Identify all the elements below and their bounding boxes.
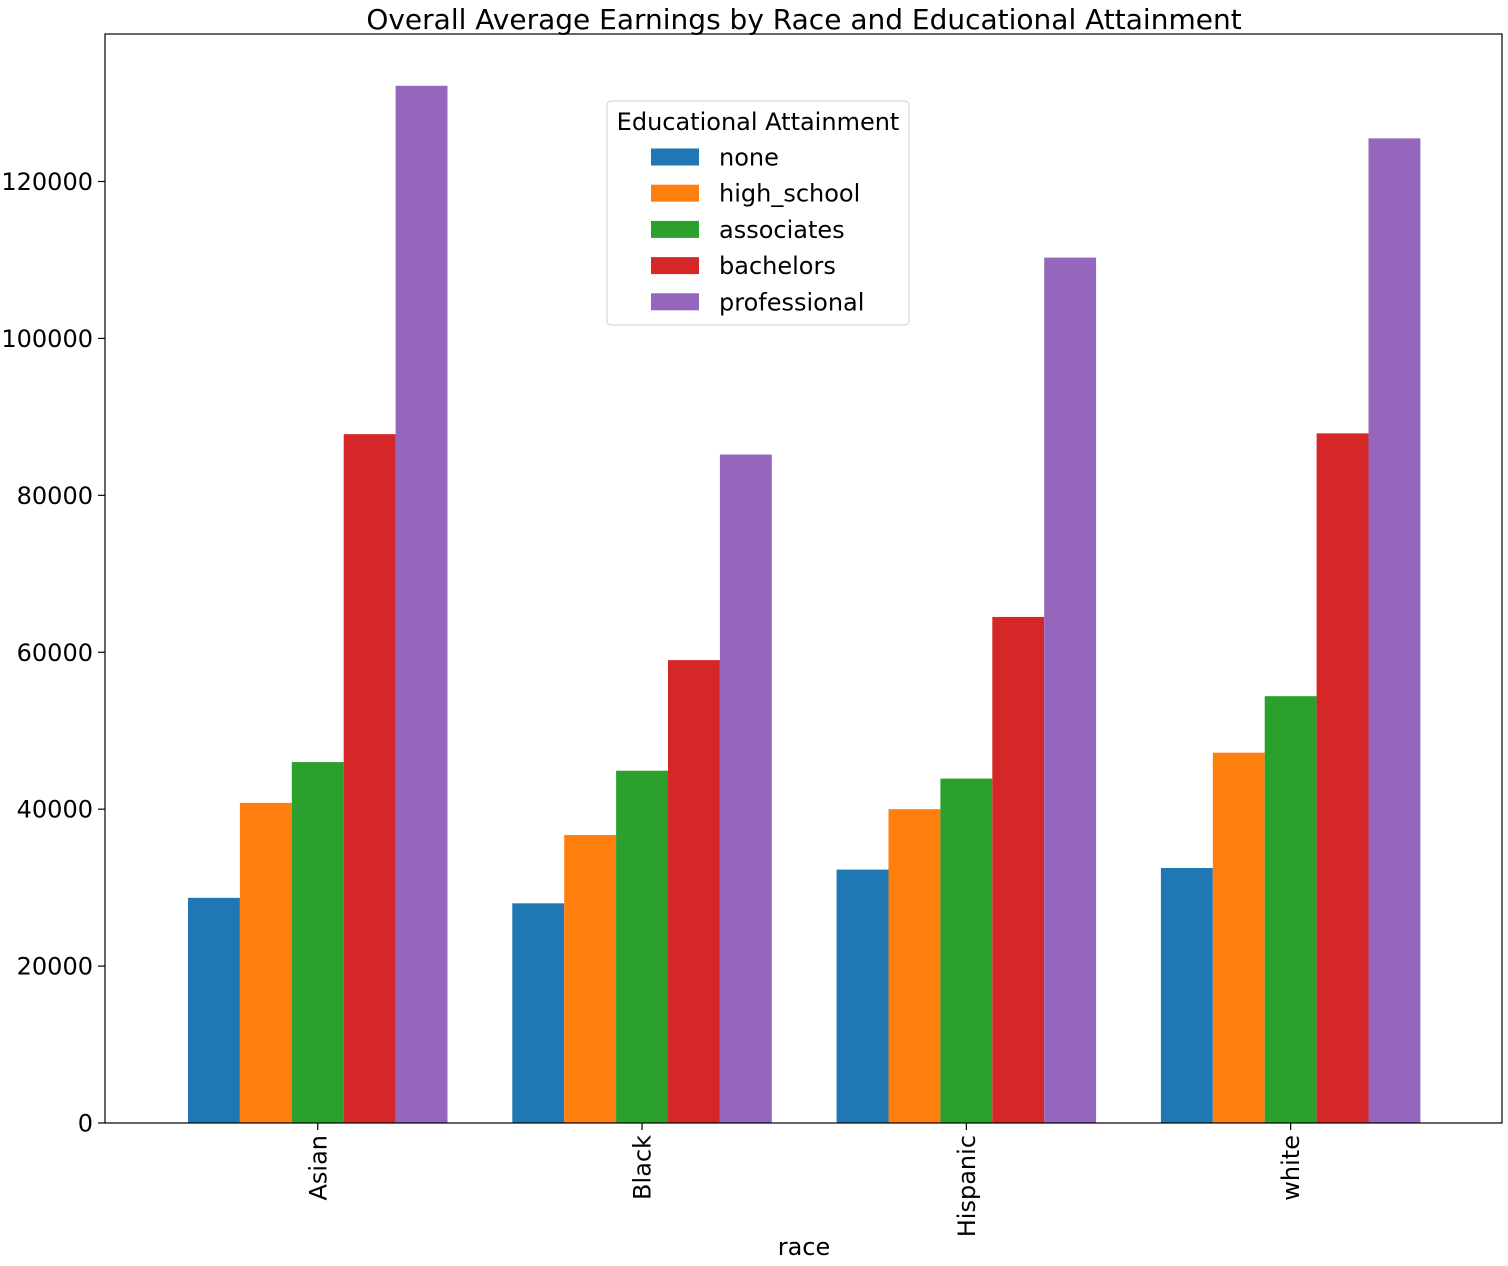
legend-swatch-high-school [651, 184, 699, 202]
legend-items: none high_school associates bachelors profes… [651, 144, 864, 316]
bar-black-associates [616, 770, 668, 1123]
legend-swatch-none [651, 148, 699, 166]
legend-swatch-professional [651, 293, 699, 311]
bar-white-bachelors [1316, 433, 1369, 1124]
x-tick-label: white [1277, 1135, 1305, 1201]
legend-label-professional: professional [719, 288, 864, 316]
legend-swatch-bachelors [651, 257, 699, 275]
chart-title: Overall Average Earnings by Race and Edu… [366, 3, 1241, 36]
bars-group [188, 85, 1421, 1124]
bar-hispanic-professional [1044, 257, 1097, 1123]
y-tick-label: 120000 [1, 168, 93, 196]
y-tick-label: 40000 [17, 796, 93, 824]
bar-black-professional [719, 454, 772, 1123]
y-tick-label: 0 [78, 1110, 93, 1138]
bar-asian-associates [291, 762, 344, 1123]
bar-black-high-school [564, 835, 617, 1123]
bar-white-high-school [1212, 752, 1265, 1123]
bar-white-professional [1368, 138, 1421, 1124]
legend-label-associates: associates [719, 216, 845, 244]
x-tick-label: Hispanic [953, 1135, 981, 1237]
legend-title: Educational Attainment [617, 108, 900, 136]
bar-hispanic-associates [940, 778, 993, 1123]
bar-black-none [512, 903, 565, 1123]
bar-hispanic-high-school [888, 809, 941, 1123]
bar-white-none [1160, 868, 1213, 1123]
legend-label-high-school: high_school [719, 180, 860, 208]
y-tick-label: 100000 [1, 325, 93, 353]
x-axis: Asian Black Hispanic white [304, 1123, 1305, 1237]
legend-label-none: none [719, 144, 779, 172]
y-tick-label: 60000 [17, 639, 93, 667]
bar-asian-bachelors [343, 434, 396, 1123]
legend: Educational Attainment none high_schoolas… [606, 100, 910, 326]
bar-asian-none [188, 897, 240, 1123]
plot-area-frame [104, 33, 1503, 1124]
x-tick-label: Black [629, 1135, 657, 1200]
bar-asian-professional [395, 85, 448, 1123]
x-tick-label: Asian [304, 1135, 332, 1201]
bar-hispanic-none [836, 869, 889, 1123]
bar-asian-high-school [239, 802, 292, 1123]
bar-black-bachelors [668, 660, 720, 1123]
y-tick-label: 20000 [17, 953, 93, 981]
y-axis: 0 20000 40000 60000 80000 100000 120000 [1, 168, 105, 1138]
bar-hispanic-bachelors [992, 616, 1045, 1123]
legend-label-bachelors: bachelors [719, 252, 836, 280]
x-axis-label: race [778, 1233, 831, 1261]
bar-white-associates [1264, 696, 1317, 1123]
legend-swatch-associates [651, 220, 699, 238]
y-tick-label: 80000 [17, 482, 93, 510]
